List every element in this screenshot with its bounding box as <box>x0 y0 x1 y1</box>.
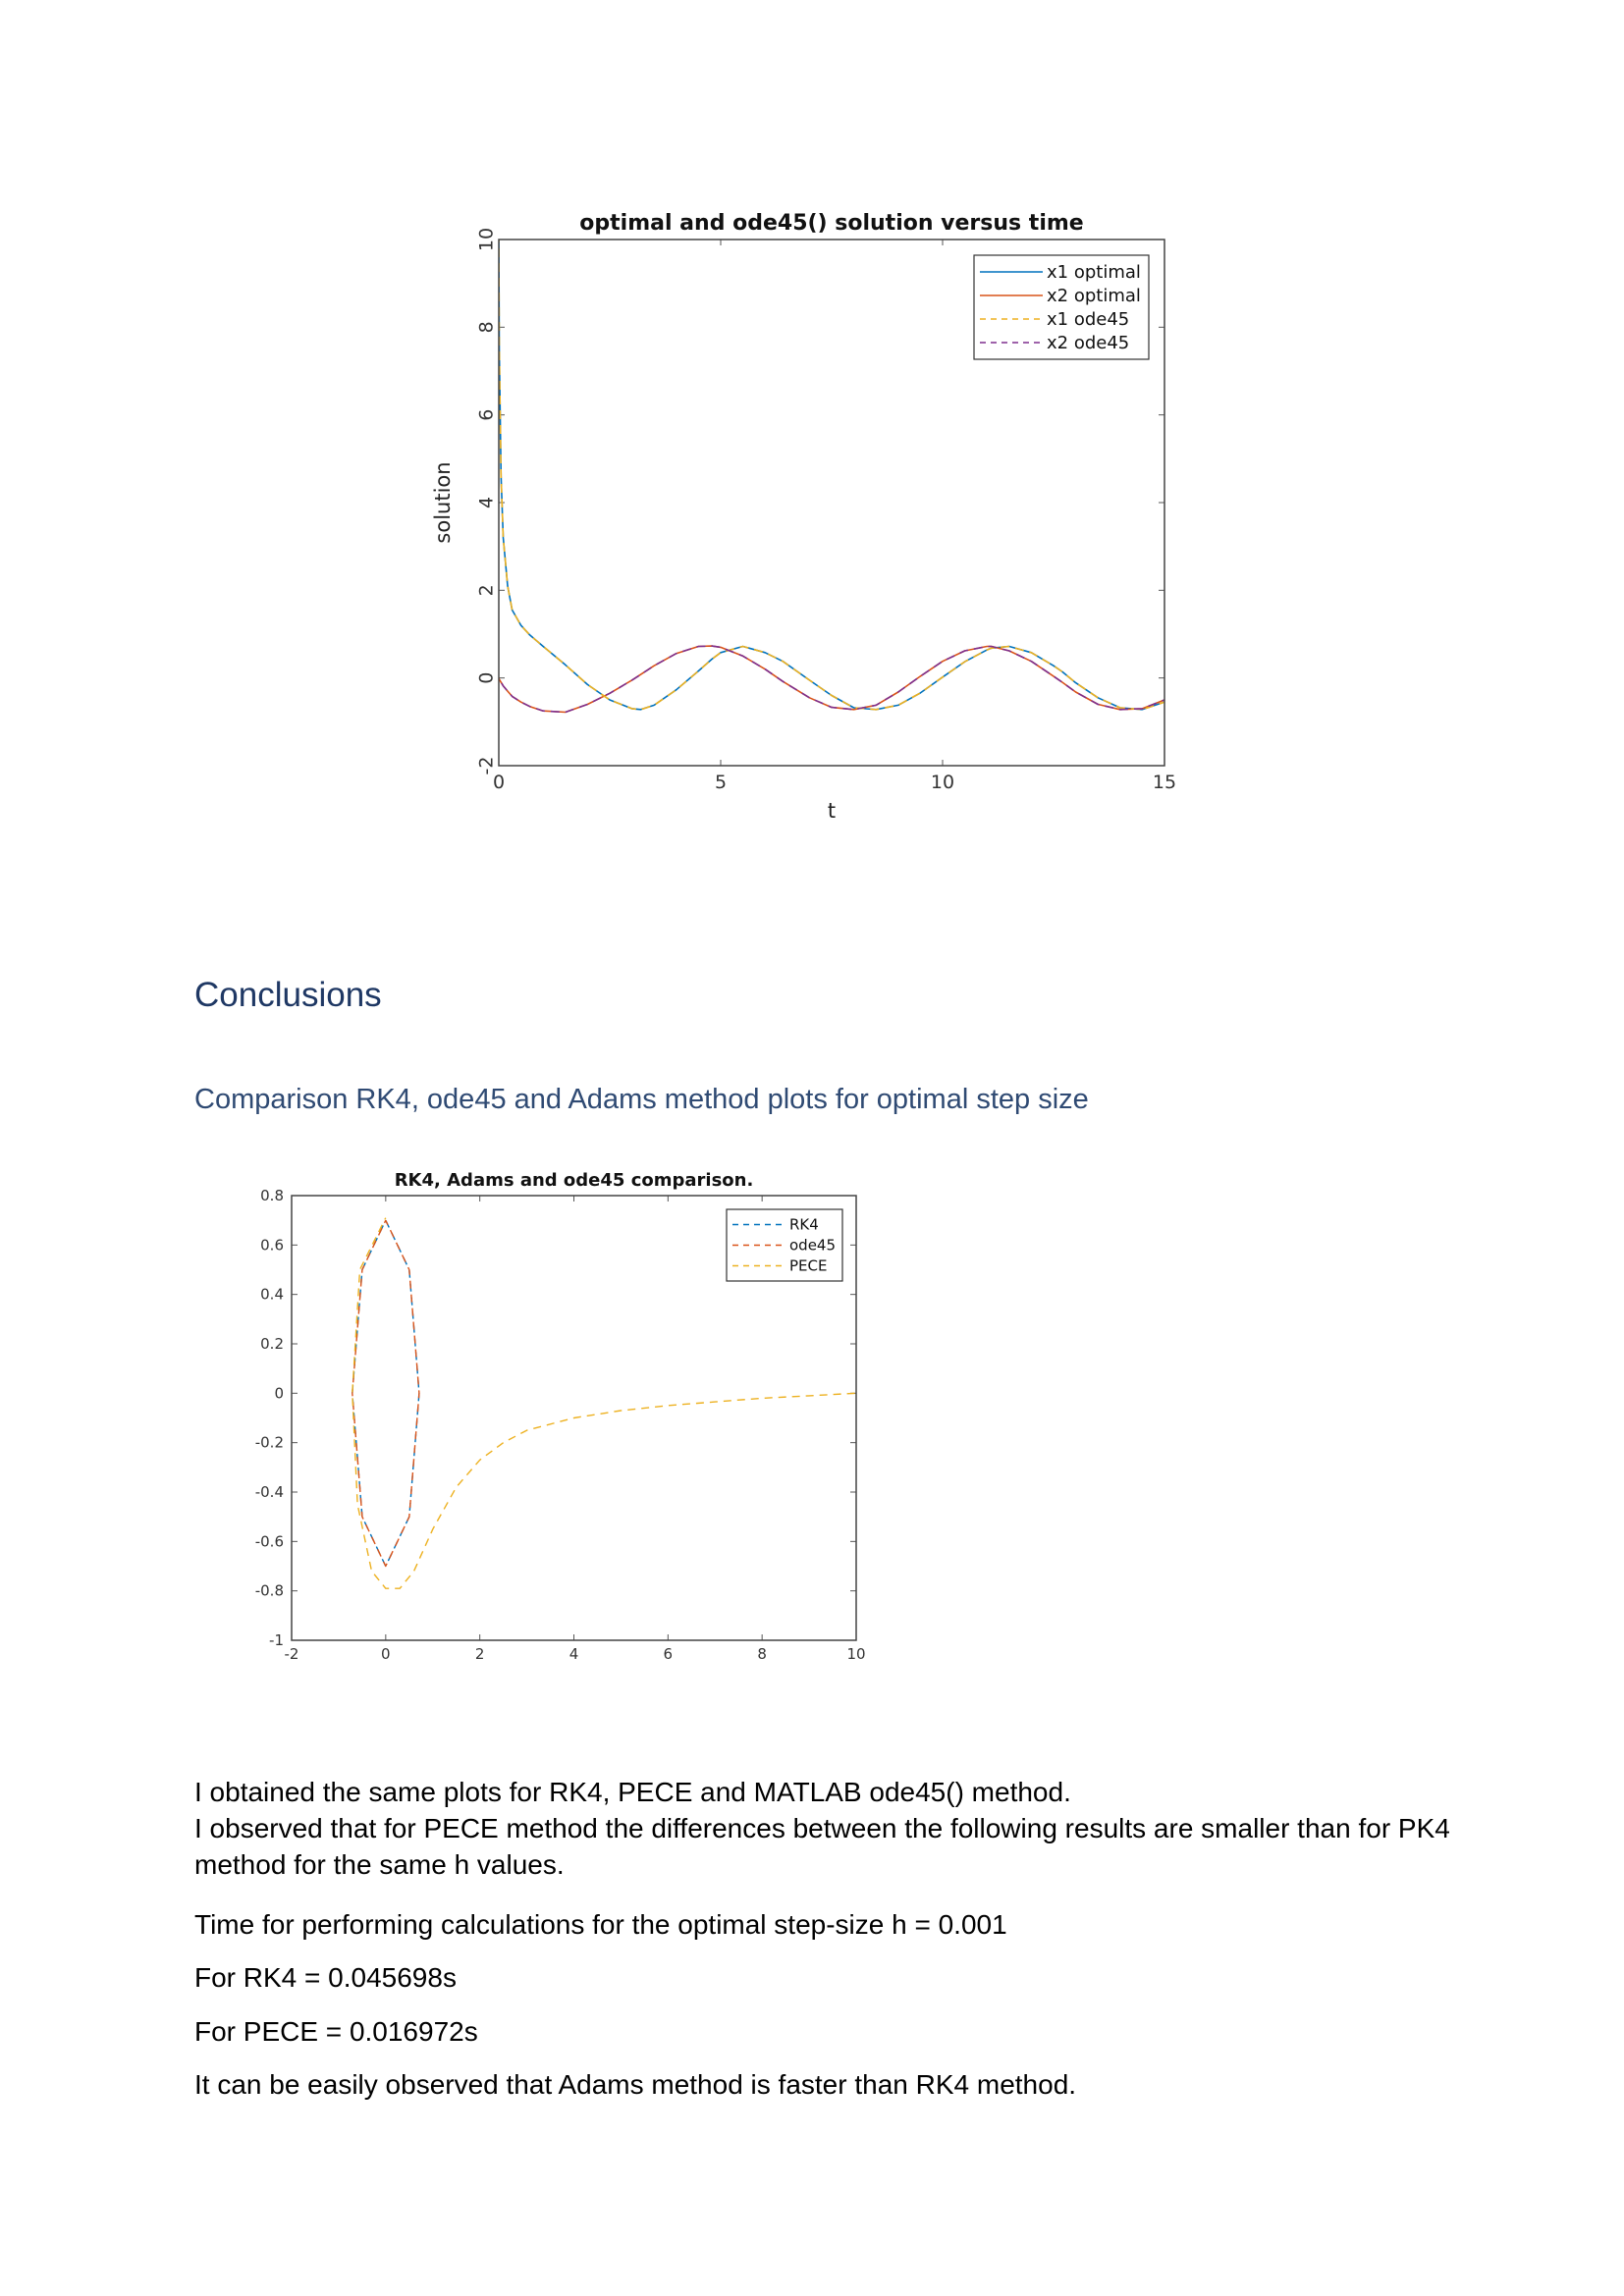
y-tick-label: 0 <box>274 1384 284 1402</box>
chart-title: optimal and ode45() solution versus time <box>579 211 1083 236</box>
conclusions-heading: Conclusions <box>194 976 382 1014</box>
legend-label: x1 ode45 <box>1047 309 1129 330</box>
legend-label: ode45 <box>789 1237 836 1255</box>
y-tick-label: 0 <box>476 672 498 684</box>
x-tick-label: 0 <box>381 1645 391 1663</box>
y-tick-label: 0.2 <box>260 1335 284 1353</box>
chart-title: RK4, Adams and ode45 comparison. <box>395 1170 754 1191</box>
x-tick-label: 5 <box>715 772 727 793</box>
y-tick-label: -1 <box>269 1631 284 1649</box>
paragraph-line: I observed that for PECE method the diff… <box>194 1813 1450 1880</box>
paragraph-pece-time: For PECE = 0.016972s <box>194 2016 478 2047</box>
y-tick-label: 10 <box>476 228 498 251</box>
y-tick-label: 2 <box>476 584 498 596</box>
comparison-heading: Comparison RK4, ode45 and Adams method p… <box>194 1084 1089 1115</box>
x-tick-label: 2 <box>475 1645 485 1663</box>
legend-label: x1 optimal <box>1047 262 1141 283</box>
legend-label: x2 optimal <box>1047 286 1141 306</box>
y-axis-label: solution <box>431 461 455 543</box>
y-tick-label: 0.4 <box>260 1286 284 1304</box>
legend-label: PECE <box>789 1257 827 1275</box>
x-tick-label: 6 <box>664 1645 674 1663</box>
y-tick-label: 8 <box>476 321 498 333</box>
x-tick-label: 15 <box>1153 772 1176 793</box>
x-tick-label: 10 <box>846 1645 865 1663</box>
series-line-ode45 <box>352 1219 420 1568</box>
paragraph-rk4-time: For RK4 = 0.045698s <box>194 1962 457 1993</box>
y-tick-label: 0.8 <box>260 1187 284 1204</box>
series-line-x1-ode45 <box>499 240 1164 711</box>
legend-label: RK4 <box>789 1216 819 1234</box>
y-tick-label: 0.6 <box>260 1236 284 1254</box>
y-tick-label: -0.6 <box>255 1532 284 1550</box>
x-tick-label: 10 <box>931 772 954 793</box>
chart1-svg: optimal and ode45() solution versus time… <box>431 211 1176 823</box>
y-tick-label: -2 <box>476 757 498 775</box>
x-axis-label: t <box>828 799 836 823</box>
x-tick-label: 0 <box>493 772 505 793</box>
paragraph-conclusion: It can be easily observed that Adams met… <box>194 2069 1077 2100</box>
paragraph-line: I obtained the same plots for RK4, PECE … <box>194 1777 1071 1807</box>
series-line-pece <box>352 1217 856 1589</box>
x-tick-label: 4 <box>569 1645 579 1663</box>
method-comparison-chart: RK4, Adams and ode45 comparison. -2 0 2 4 6 8 1… <box>236 1158 903 1693</box>
series-line-x2-optimal <box>499 645 1164 714</box>
y-tick-label: 4 <box>476 497 498 508</box>
y-tick-label: -0.2 <box>255 1434 284 1452</box>
x-tick-label: 8 <box>757 1645 767 1663</box>
plot-frame <box>291 1195 857 1641</box>
series-line-x2-ode45 <box>499 645 1164 714</box>
chart2-svg: RK4, Adams and ode45 comparison. -2 0 2 4 6 8 1… <box>255 1170 866 1663</box>
y-tick-label: 6 <box>476 409 498 421</box>
legend-label: x2 ode45 <box>1047 333 1129 353</box>
paragraph-timing-intro: Time for performing calculations for the… <box>194 1909 1007 1940</box>
plot-frame <box>498 239 1165 767</box>
solution-vs-time-chart: optimal and ode45() solution versus time… <box>412 196 1257 849</box>
x-tick-label: -2 <box>285 1645 299 1663</box>
paragraph-observations: I obtained the same plots for RK4, PECE … <box>194 1774 1471 1883</box>
y-tick-label: -0.4 <box>255 1483 284 1501</box>
y-tick-label: -0.8 <box>255 1582 284 1600</box>
